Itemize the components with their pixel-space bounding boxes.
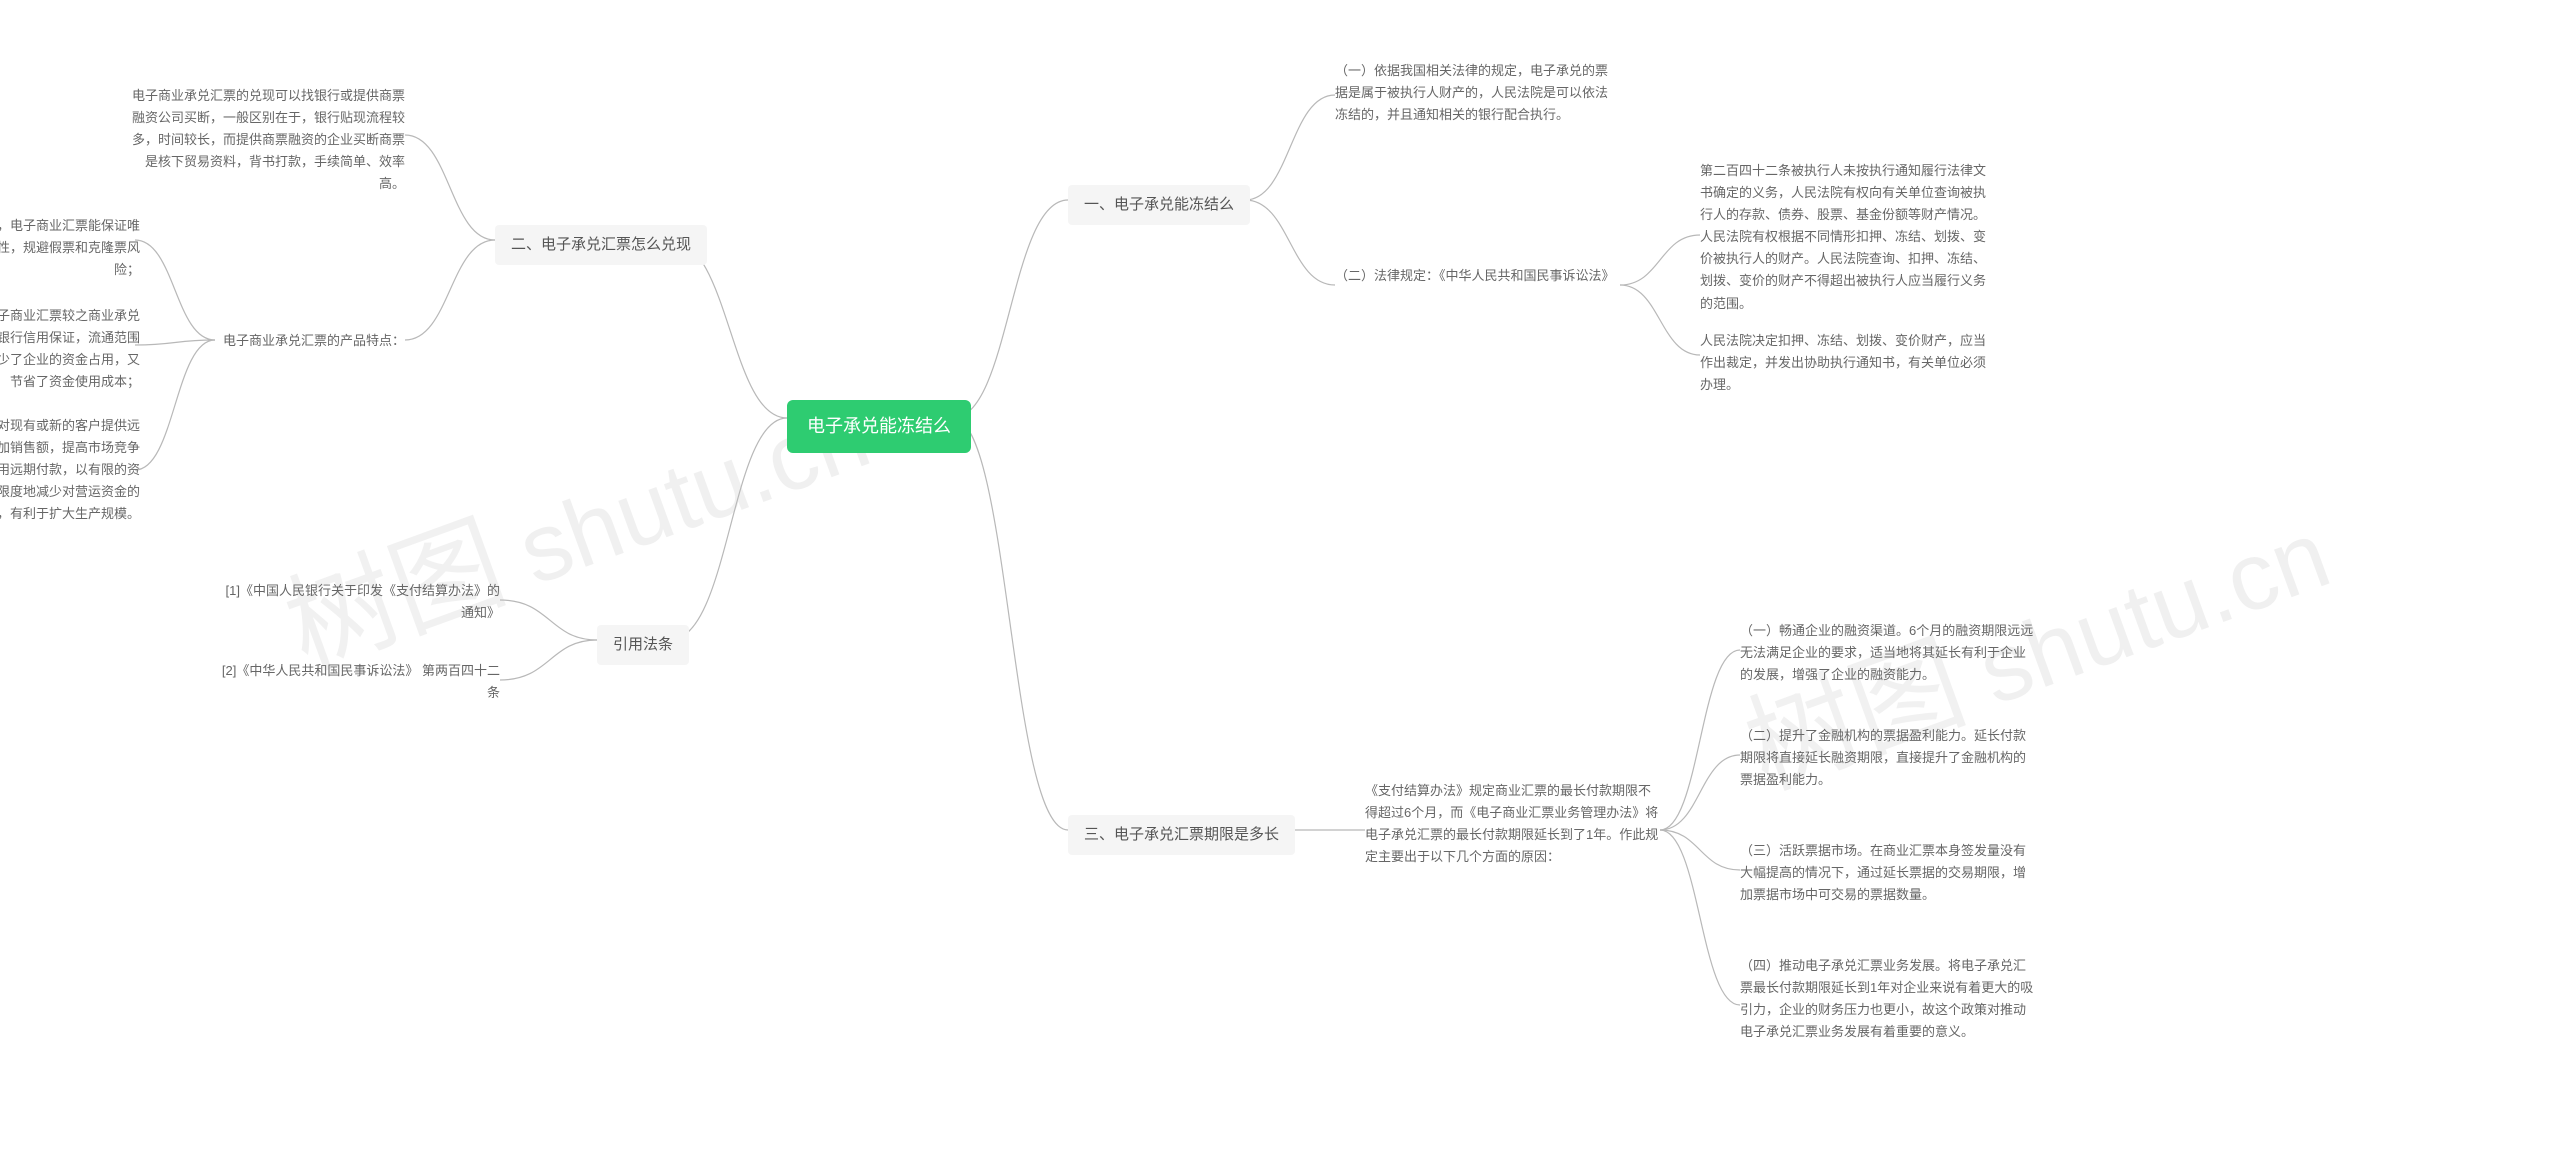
leaf-r3-1-4: （四）推动电子承兑汇票业务发展。将电子承兑汇票最长付款期限延长到1年对企业来说有… xyxy=(1740,955,2035,1043)
leaf-l2-2: 电子商业承兑汇票的产品特点： xyxy=(215,330,405,352)
leaf-l2-2-2: （二）经银行承兑的电子商业汇票较之商业承兑汇票具有更为可靠的银行信用保证，流通范… xyxy=(0,305,140,393)
watermark-cn: 树图 shutu.cn xyxy=(261,341,886,699)
leaf-l2-2-1: （一）与纸质汇票相比，电子商业汇票能保证唯一性、完整性、安全性，规避假票和克隆票… xyxy=(0,215,140,281)
branch-label: 二、电子承兑汇票怎么兑现 xyxy=(511,236,691,253)
leaf-r3-1-1: （一）畅通企业的融资渠道。6个月的融资期限远远无法满足企业的要求，适当地将其延长… xyxy=(1740,620,2035,686)
branch-left-cite: 引用法条 xyxy=(597,625,689,665)
branch-left-2: 二、电子承兑汇票怎么兑现 xyxy=(495,225,707,265)
leaf-r1-2-2: 人民法院决定扣押、冻结、划拨、变价财产，应当作出裁定，并发出协助执行通知书，有关… xyxy=(1700,330,1990,396)
center-label: 电子承兑能冻结么 xyxy=(807,416,951,436)
leaf-cite-2: [2]《中华人民共和国民事诉讼法》 第两百四十二条 xyxy=(220,660,500,704)
branch-label: 一、电子承兑能冻结么 xyxy=(1084,196,1234,213)
leaf-l2-1: 电子商业承兑汇票的兑现可以找银行或提供商票融资公司买断，一般区别在于，银行贴现流… xyxy=(125,85,405,195)
branch-right-3: 三、电子承兑汇票期限是多长 xyxy=(1068,815,1295,855)
branch-right-1: 一、电子承兑能冻结么 xyxy=(1068,185,1250,225)
branch-label: 引用法条 xyxy=(613,636,673,653)
leaf-cite-1: [1]《中国人民银行关于印发《支付结算办法》的通知》 xyxy=(220,580,500,624)
leaf-r1-1: （一）依据我国相关法律的规定，电子承兑的票据是属于被执行人财产的，人民法院是可以… xyxy=(1335,60,1615,126)
center-node: 电子承兑能冻结么 xyxy=(787,400,971,453)
leaf-r1-2-1: 第二百四十二条被执行人未按执行通知履行法律文书确定的义务，人民法院有权向有关单位… xyxy=(1700,160,1990,315)
leaf-r3-1-2: （二）提升了金融机构的票据盈利能力。延长付款期限将直接延长融资期限，直接提升了金… xyxy=(1740,725,2035,791)
leaf-l2-2-3: （三）对于卖方来说，对现有或新的客户提供远期付款方式，可以增加销售额，提高市场竞… xyxy=(0,415,140,525)
leaf-r3-1: 《支付结算办法》规定商业汇票的最长付款期限不得超过6个月，而《电子商业汇票业务管… xyxy=(1365,780,1660,868)
branch-label: 三、电子承兑汇票期限是多长 xyxy=(1084,826,1279,843)
leaf-r1-2: （二）法律规定：《中华人民共和国民事诉讼法》 xyxy=(1335,265,1620,287)
leaf-r3-1-3: （三）活跃票据市场。在商业汇票本身签发量没有大幅提高的情况下，通过延长票据的交易… xyxy=(1740,840,2035,906)
